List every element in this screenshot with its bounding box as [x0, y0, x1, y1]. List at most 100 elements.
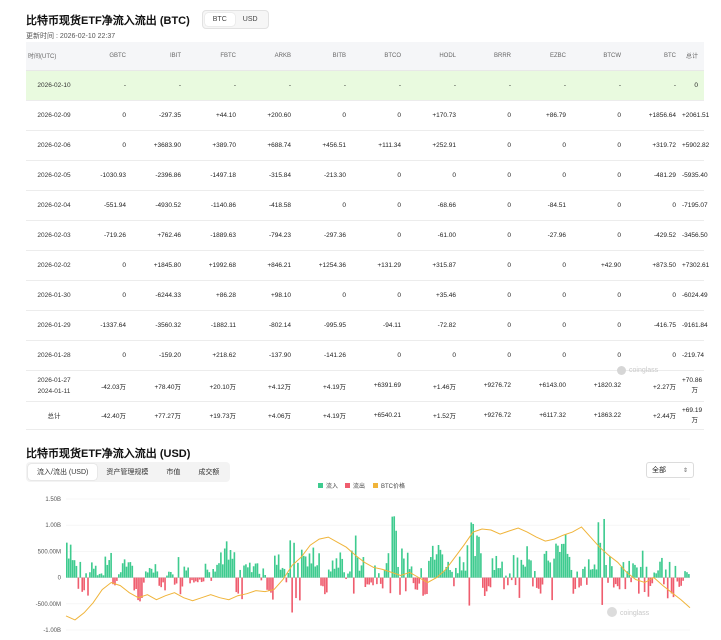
cell-value: -94.11	[352, 310, 407, 341]
flow-bar	[212, 569, 214, 578]
flow-bar	[324, 577, 326, 595]
column-header[interactable]: FBTC	[187, 42, 242, 71]
flow-bar	[395, 530, 397, 578]
tab-flow[interactable]: 流入/流出 (USD)	[28, 464, 98, 480]
flow-bar	[231, 558, 234, 578]
flow-bar	[175, 577, 178, 584]
cell-value: 0	[517, 130, 572, 161]
flow-bar	[595, 569, 598, 578]
cell-value: 0	[82, 100, 132, 131]
flow-bar	[293, 542, 295, 578]
flow-bar	[329, 571, 332, 578]
cell-value: +873.50	[627, 250, 682, 281]
table-row: 2026-02-04 -551.94 -4930.52 -1140.86 -418.58…	[26, 190, 708, 221]
flow-bar	[530, 560, 532, 578]
column-header[interactable]: BITB	[297, 42, 352, 71]
flow-bar	[534, 571, 536, 578]
flow-bar	[618, 577, 621, 590]
cell-value: -315.84	[242, 160, 297, 191]
cell-value: -	[242, 70, 297, 101]
cell-value: -	[572, 70, 627, 101]
column-header[interactable]: ARKB	[242, 42, 297, 71]
flow-bar	[466, 545, 469, 578]
cell-value: 0	[352, 100, 407, 131]
column-header[interactable]: IBIT	[132, 42, 187, 71]
flow-bar	[591, 569, 594, 578]
tab-market-cap[interactable]: 市值	[166, 469, 181, 476]
flow-bar	[156, 571, 159, 578]
range-select[interactable]: 全部 ⇕	[646, 462, 694, 478]
column-header[interactable]: HODL	[407, 42, 462, 71]
coinglass-logo-icon	[617, 366, 626, 375]
range-select-value: 全部	[652, 467, 666, 474]
flow-bar	[360, 565, 363, 578]
flow-bar	[503, 577, 505, 590]
cell-value: -5935.40	[682, 160, 708, 191]
cell-value: -297.36	[297, 220, 352, 251]
cell-value: 0	[517, 160, 572, 191]
column-header[interactable]: GBTC	[82, 42, 132, 71]
cell-value: -72.82	[407, 310, 462, 341]
flow-bar	[279, 569, 282, 578]
flow-bar	[283, 568, 286, 578]
flow-bar	[416, 577, 419, 590]
cell-value: -995.95	[297, 310, 352, 341]
cell-value: -481.29	[627, 160, 682, 191]
flow-bar	[460, 570, 463, 578]
flow-bar	[81, 577, 84, 592]
cell-value: 0	[462, 280, 517, 311]
flow-bar	[680, 577, 682, 586]
legend-label: 流出	[353, 482, 365, 490]
column-header[interactable]: BTCW	[572, 42, 627, 71]
flow-bar	[160, 577, 162, 588]
column-header[interactable]: 总计	[682, 42, 704, 71]
table-row: 2026-02-06 0 +3683.90 +389.70 +688.74 +456.51…	[26, 130, 709, 161]
column-header[interactable]: 时间(UTC)	[26, 42, 82, 71]
cell-value: +762.46	[132, 220, 187, 251]
column-header[interactable]: BTC	[627, 42, 682, 71]
flow-bar	[630, 577, 632, 583]
cell-value: 0	[462, 310, 517, 341]
flow-bar	[512, 555, 515, 578]
tab-aum[interactable]: 资产管理规模	[106, 469, 149, 476]
cell-value: -6244.33	[132, 280, 187, 311]
cell-value: 0	[572, 220, 627, 251]
flow-bar	[651, 577, 654, 584]
flow-bar	[622, 562, 625, 578]
column-header[interactable]: EZBC	[517, 42, 572, 71]
flow-bar	[362, 557, 365, 578]
flow-bar	[397, 566, 399, 578]
flow-bar	[605, 564, 607, 578]
flow-bar	[576, 571, 578, 578]
cell-value: 0	[627, 280, 682, 311]
column-header[interactable]: BRRR	[462, 42, 517, 71]
flow-bar	[171, 574, 174, 578]
flow-bar	[406, 552, 409, 578]
cell-value: -1030.93	[82, 160, 132, 191]
column-header[interactable]: BTCO	[352, 42, 407, 71]
flow-bar	[387, 553, 390, 578]
flow-bar	[659, 561, 661, 578]
flow-bar	[347, 573, 349, 578]
cell-value: -68.66	[407, 190, 462, 221]
cell-value: +3683.90	[132, 130, 187, 161]
flow-bar	[472, 523, 474, 578]
flow-bar	[516, 557, 519, 578]
flow-bar	[478, 536, 480, 578]
flow-bar	[661, 557, 663, 578]
flow-bar	[636, 567, 638, 578]
toggle-usd[interactable]: USD	[242, 16, 258, 23]
flow-bar	[100, 573, 103, 578]
flow-bar	[420, 568, 422, 578]
cell-value: +4.12万	[242, 370, 297, 402]
cell-value: +1254.36	[297, 250, 352, 281]
flow-bar	[424, 577, 426, 595]
tab-volume[interactable]: 成交额	[198, 469, 220, 476]
flow-bar	[66, 542, 68, 578]
flow-bar	[144, 571, 147, 578]
toggle-btc[interactable]: BTC	[204, 13, 235, 26]
cell-value: -	[82, 70, 132, 101]
chevron-updown-icon: ⇕	[682, 467, 688, 474]
flow-bar	[522, 564, 525, 578]
flow-bar	[333, 568, 336, 578]
